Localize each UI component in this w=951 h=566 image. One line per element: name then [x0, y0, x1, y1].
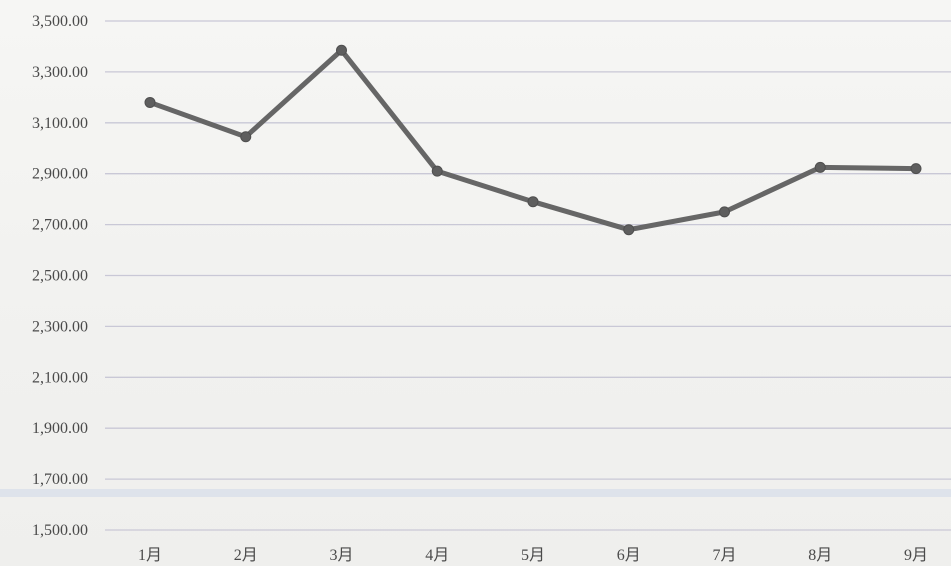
y-tick-label: 3,500.00 — [32, 13, 88, 30]
y-tick-label: 3,100.00 — [32, 115, 88, 132]
data-point — [719, 206, 730, 218]
data-points — [144, 44, 922, 236]
scan-artifact-band — [0, 489, 951, 497]
x-category-label: 1月 — [138, 547, 162, 564]
data-point — [144, 96, 156, 108]
data-point — [623, 224, 635, 236]
data-point — [910, 163, 922, 175]
y-tick-label: 2,700.00 — [32, 217, 88, 234]
x-category-label: 8月 — [808, 547, 832, 564]
y-tick-label: 2,100.00 — [32, 369, 88, 386]
y-tick-label: 1,900.00 — [32, 420, 88, 437]
x-category-label: 6月 — [617, 547, 641, 564]
data-point — [240, 131, 252, 143]
x-category-label: 4月 — [425, 547, 449, 564]
y-tick-label: 2,300.00 — [32, 318, 88, 335]
x-category-label: 9月 — [904, 547, 928, 564]
y-tick-label: 2,500.00 — [32, 268, 88, 285]
x-category-label: 2月 — [234, 547, 258, 564]
y-tick-label: 1,500.00 — [32, 522, 88, 539]
y-tick-label: 1,700.00 — [32, 471, 88, 488]
x-category-label: 7月 — [712, 547, 736, 564]
data-point — [431, 165, 443, 177]
x-category-label: 3月 — [329, 547, 353, 564]
x-category-label: 5月 — [521, 547, 545, 564]
data-point — [814, 161, 826, 173]
gridlines — [105, 20, 951, 531]
data-point — [527, 196, 539, 208]
y-axis-tick-labels: 1,500.00 1,700.00 1,900.00 2,100.00 2,300.00… — [32, 13, 88, 539]
x-axis-category-labels: 1月 2月 3月 4月 5月 6月 7月 8月 9月 — [138, 547, 928, 564]
y-tick-label: 3,300.00 — [32, 64, 88, 81]
data-point — [336, 44, 347, 56]
y-tick-label: 2,900.00 — [32, 166, 88, 183]
